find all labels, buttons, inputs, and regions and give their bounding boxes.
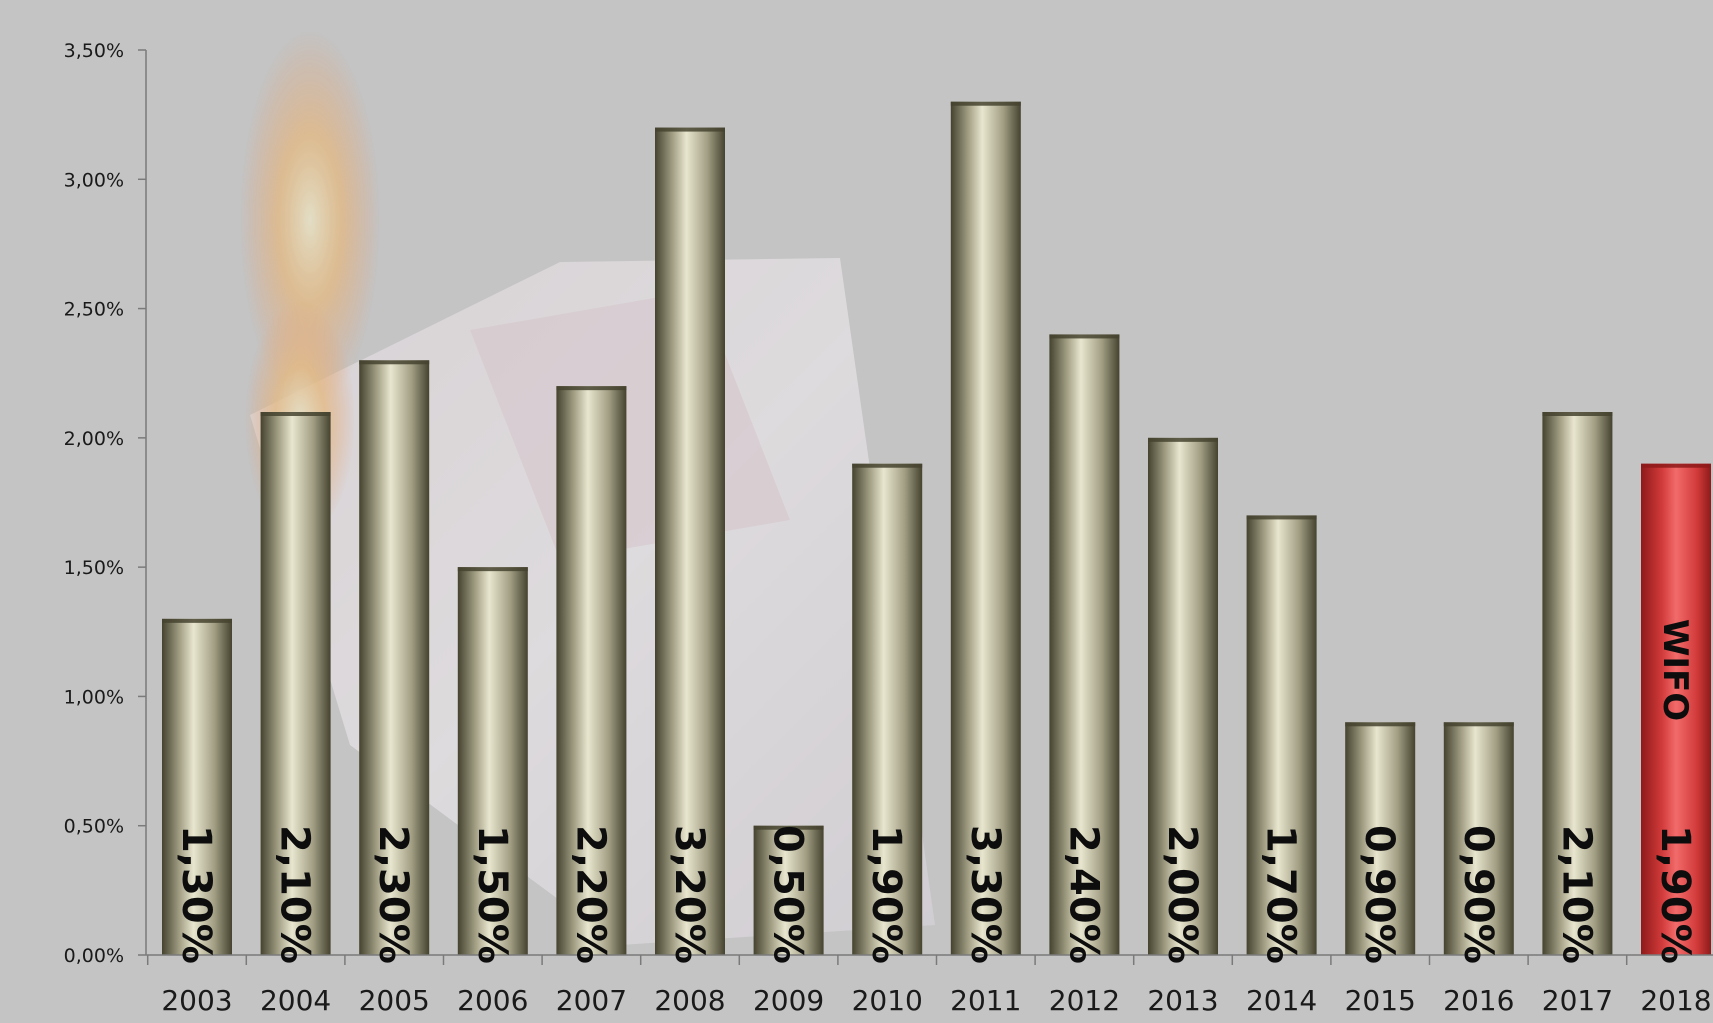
data-label: 1,30% (173, 825, 219, 964)
bar-top-edge (556, 386, 626, 390)
data-label: 1,70% (1258, 825, 1304, 964)
y-tick-label: 1,00% (64, 686, 124, 708)
x-tick-label: 2011 (950, 984, 1021, 1017)
y-tick-label: 2,00% (64, 428, 124, 450)
data-label: 3,20% (666, 825, 712, 964)
data-label: 0,50% (765, 825, 811, 964)
bar-top-edge (162, 619, 232, 623)
x-tick-label: 2013 (1147, 984, 1218, 1017)
x-tick-label: 2010 (852, 984, 923, 1017)
x-tick-label: 2008 (654, 984, 725, 1017)
x-tick-label: 2016 (1443, 984, 1514, 1017)
x-tick-label: 2004 (260, 984, 331, 1017)
y-tick-label: 3,50% (64, 40, 124, 62)
y-tick-label: 0,50% (64, 816, 124, 838)
x-tick-label: 2005 (359, 984, 430, 1017)
bar-top-edge (951, 102, 1021, 106)
x-tick-label: 2014 (1246, 984, 1317, 1017)
data-label: 1,90% (1652, 825, 1698, 964)
data-label: 1,50% (469, 825, 515, 964)
bar-top-edge (1247, 515, 1317, 519)
x-tick-label: 2018 (1640, 984, 1711, 1017)
y-tick-label: 2,50% (64, 299, 124, 321)
data-label: 2,10% (1553, 825, 1599, 964)
data-label: 2,40% (1060, 825, 1106, 964)
y-tick-label: 1,50% (64, 557, 124, 579)
x-tick-label: 2015 (1345, 984, 1416, 1017)
bar-top-edge (458, 567, 528, 571)
data-label: 2,30% (370, 825, 416, 964)
y-tick-label: 0,00% (64, 945, 124, 967)
bar-top-edge (1049, 334, 1119, 338)
bar-top-edge (1542, 412, 1612, 416)
data-label: 0,90% (1455, 825, 1501, 964)
data-label: 3,30% (962, 825, 1008, 964)
x-tick-label: 2012 (1049, 984, 1120, 1017)
bar-top-edge (655, 128, 725, 132)
data-label: 0,90% (1356, 825, 1402, 964)
x-tick-label: 2009 (753, 984, 824, 1017)
data-label: 2,10% (272, 825, 318, 964)
data-label: 2,00% (1159, 825, 1205, 964)
bar-top-edge (359, 360, 429, 364)
y-axis: 0,00% 0,50% 1,00% 1,50% 2,00% 2,50% 3,00% 3,50% (64, 40, 146, 967)
bar-top-edge (1148, 438, 1218, 442)
bar-top-edge (1444, 722, 1514, 726)
data-label: 1,90% (863, 825, 909, 964)
x-tick-label: 2007 (556, 984, 627, 1017)
data-label: 2,20% (567, 825, 613, 964)
bar-top-edge (261, 412, 331, 416)
x-tick-label: 2006 (457, 984, 528, 1017)
bar-top-edge (1641, 464, 1711, 468)
bar-top-edge (1345, 722, 1415, 726)
x-tick-label: 2017 (1542, 984, 1613, 1017)
x-axis: 2003 2004 2005 2006 2007 2008 2009 2010 2011 2012… (146, 955, 1713, 1017)
x-tick-label: 2003 (161, 984, 232, 1017)
y-tick-label: 3,00% (64, 169, 124, 191)
bar-annotation: WIFO (1655, 619, 1695, 721)
bar-top-edge (852, 464, 922, 468)
